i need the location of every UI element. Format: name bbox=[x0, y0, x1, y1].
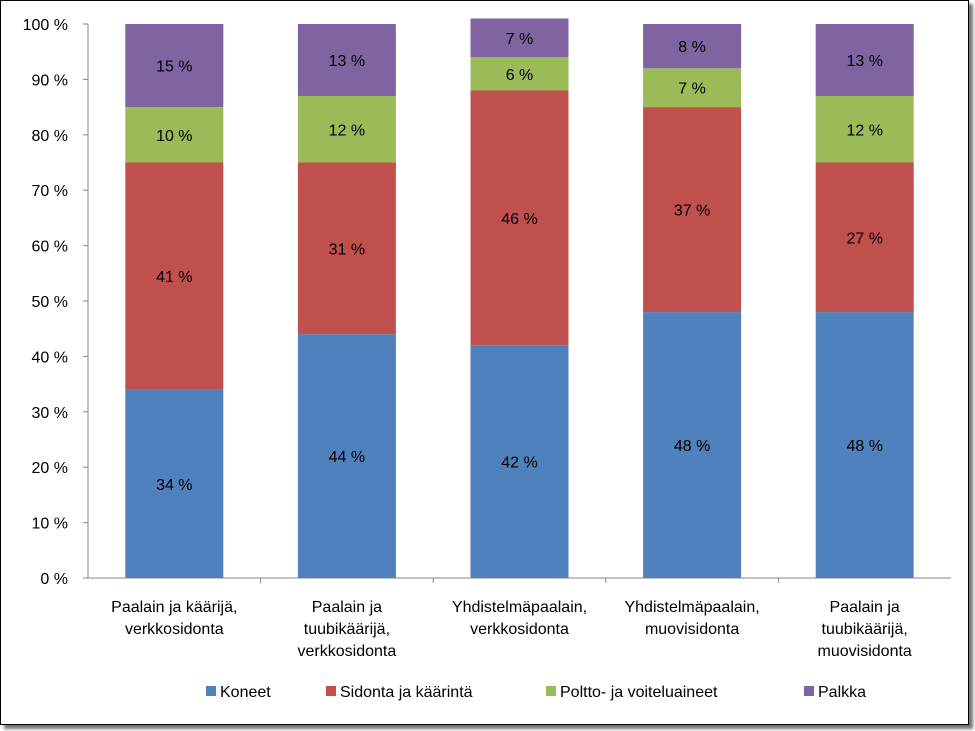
legend-swatch bbox=[326, 686, 336, 696]
bar-segment-sidonta-ja-k-rint- bbox=[470, 90, 569, 346]
bar-segment-sidonta-ja-k-rint- bbox=[815, 162, 914, 313]
data-label: 37 % bbox=[674, 203, 710, 220]
y-tick-label: 60 % bbox=[32, 239, 68, 256]
bar-segment-poltto-ja-voiteluaineet bbox=[815, 96, 914, 163]
y-tick-label: 80 % bbox=[32, 128, 68, 145]
y-tick-label: 40 % bbox=[32, 349, 68, 366]
data-label: 34 % bbox=[156, 477, 192, 494]
data-label: 12 % bbox=[329, 122, 365, 139]
x-category-label: Yhdistelmäpaalain, bbox=[624, 599, 759, 616]
bar-segment-palkka bbox=[297, 24, 396, 97]
bar-segment-poltto-ja-voiteluaineet bbox=[125, 107, 224, 163]
bar-segment-palkka bbox=[815, 24, 914, 97]
x-category-label: verkkosidonta bbox=[298, 643, 397, 660]
y-tick-label: 30 % bbox=[32, 405, 68, 422]
bar-segment-poltto-ja-voiteluaineet bbox=[470, 57, 569, 91]
x-category-label: muovisidonta bbox=[818, 643, 912, 660]
y-tick-label: 90 % bbox=[32, 72, 68, 89]
legend-label: Poltto- ja voiteluaineet bbox=[560, 684, 718, 701]
data-label: 7 % bbox=[678, 81, 706, 98]
bar-segment-koneet bbox=[815, 312, 914, 578]
x-category-label: Paalain ja kääriјä, bbox=[111, 599, 237, 616]
bar-segment-sidonta-ja-k-rint- bbox=[643, 107, 742, 313]
bar-segment-koneet bbox=[297, 334, 396, 578]
data-label: 44 % bbox=[329, 449, 365, 466]
data-label: 27 % bbox=[846, 230, 882, 247]
bar-segment-koneet bbox=[643, 312, 742, 578]
x-category-label: Paalain ja bbox=[830, 599, 900, 616]
x-category-label: Paalain ja bbox=[312, 599, 382, 616]
y-tick-label: 0 % bbox=[40, 571, 68, 588]
x-category-label: muovisidonta bbox=[645, 621, 739, 638]
bar-segment-koneet bbox=[470, 345, 569, 578]
data-label: 31 % bbox=[329, 241, 365, 258]
x-category-label: verkkosidonta bbox=[470, 621, 569, 638]
bar-segment-palkka bbox=[125, 24, 224, 108]
y-tick-label: 10 % bbox=[32, 516, 68, 533]
data-label: 42 % bbox=[501, 455, 537, 472]
data-label: 13 % bbox=[329, 53, 365, 70]
x-category-label: Yhdistelmäpaalain, bbox=[452, 599, 587, 616]
legend-label: Koneet bbox=[220, 684, 271, 701]
legend-swatch bbox=[546, 686, 556, 696]
legend-label: Sidonta ja käärintä bbox=[340, 684, 473, 701]
x-category-label: tuubikäärijä, bbox=[822, 621, 908, 638]
data-label: 48 % bbox=[674, 438, 710, 455]
bar-segment-sidonta-ja-k-rint- bbox=[297, 162, 396, 335]
bar-segment-poltto-ja-voiteluaineet bbox=[297, 96, 396, 163]
data-label: 46 % bbox=[501, 211, 537, 228]
data-label: 12 % bbox=[846, 122, 882, 139]
x-category-label: verkkosidonta bbox=[125, 621, 224, 638]
data-label: 13 % bbox=[846, 53, 882, 70]
y-tick-label: 100 % bbox=[23, 17, 68, 34]
bar-segment-palkka bbox=[643, 24, 742, 69]
bar-segment-sidonta-ja-k-rint- bbox=[125, 162, 224, 390]
legend-label: Palkka bbox=[818, 684, 866, 701]
data-label: 10 % bbox=[156, 128, 192, 145]
y-tick-label: 70 % bbox=[32, 183, 68, 200]
data-label: 48 % bbox=[846, 438, 882, 455]
data-label: 41 % bbox=[156, 269, 192, 286]
data-label: 7 % bbox=[506, 31, 534, 48]
y-tick-label: 50 % bbox=[32, 294, 68, 311]
data-label: 8 % bbox=[678, 39, 706, 56]
bar-segment-palkka bbox=[470, 18, 569, 58]
y-tick-label: 20 % bbox=[32, 460, 68, 477]
bar-segment-koneet bbox=[125, 389, 224, 578]
data-label: 15 % bbox=[156, 59, 192, 76]
x-category-label: tuubikäärijä, bbox=[304, 621, 390, 638]
data-label: 6 % bbox=[506, 67, 534, 84]
legend-swatch bbox=[804, 686, 814, 696]
bar-segment-poltto-ja-voiteluaineet bbox=[643, 68, 742, 108]
legend-swatch bbox=[206, 686, 216, 696]
